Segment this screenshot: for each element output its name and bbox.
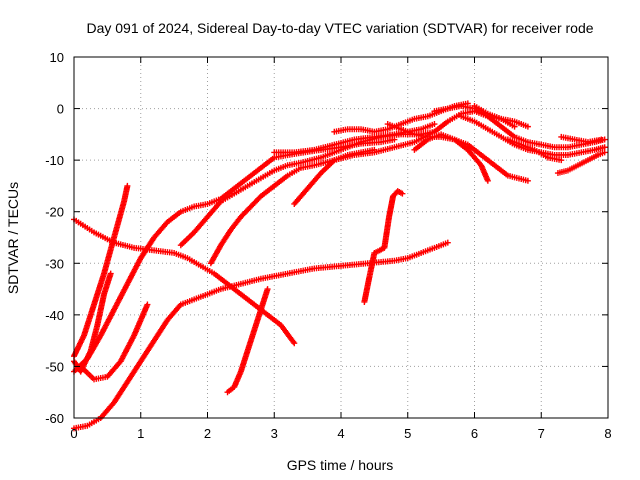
y-tick-label: -10 <box>45 153 64 168</box>
data-point <box>558 157 565 164</box>
data-point <box>524 177 531 184</box>
series-track-20 <box>554 149 608 177</box>
series-track-13 <box>361 188 406 305</box>
x-tick-label: 8 <box>604 426 611 441</box>
data-point <box>431 121 438 128</box>
x-tick-label: 1 <box>137 426 144 441</box>
series-track-09 <box>224 286 271 396</box>
data-point <box>124 182 131 189</box>
data-point <box>264 286 271 293</box>
data-point <box>444 239 451 246</box>
y-tick-label: 0 <box>57 102 64 117</box>
x-tick-label: 7 <box>538 426 545 441</box>
x-tick-label: 2 <box>204 426 211 441</box>
data-point <box>107 270 114 277</box>
series-track-05 <box>77 301 151 383</box>
series-track-03 <box>71 182 131 360</box>
series-track-18 <box>471 102 531 130</box>
y-tick-label: 10 <box>50 50 64 65</box>
series-track-19 <box>504 136 565 164</box>
grid <box>74 57 608 418</box>
y-tick-label: -60 <box>45 411 64 426</box>
data-point <box>144 301 151 308</box>
data-point <box>601 144 608 151</box>
x-tick-label: 5 <box>404 426 411 441</box>
data-point <box>524 123 531 130</box>
axis-ticks: 0 1 2 3 4 5 6 7 8 -60 -50 -40 -30 -20 -10 0 10 <box>45 50 611 441</box>
y-axis-label: SDTVAR / TECUs <box>5 182 21 294</box>
series-track-10 <box>291 146 378 207</box>
data-points <box>71 100 608 432</box>
series-track-11 <box>271 121 438 156</box>
y-tick-label: -40 <box>45 308 64 323</box>
data-point <box>291 340 298 347</box>
data-point <box>484 177 491 184</box>
y-tick-label: -50 <box>45 359 64 374</box>
series-track-21 <box>558 133 605 146</box>
series-track-15 <box>411 131 491 184</box>
data-point <box>598 136 605 143</box>
series-track-06 <box>71 136 398 375</box>
x-tick-label: 0 <box>70 426 77 441</box>
y-tick-label: -20 <box>45 205 64 220</box>
x-tick-label: 6 <box>471 426 478 441</box>
data-point <box>511 123 518 130</box>
x-axis-label: GPS time / hours <box>287 457 394 473</box>
data-point <box>399 190 406 197</box>
data-point <box>601 149 608 156</box>
series-track-02 <box>71 239 451 432</box>
data-point <box>371 146 378 153</box>
chart-title: Day 091 of 2024, Sidereal Day-to-day VTE… <box>86 20 593 36</box>
series-track-07 <box>177 128 438 249</box>
x-tick-label: 4 <box>337 426 344 441</box>
x-tick-label: 3 <box>271 426 278 441</box>
y-tick-label: -30 <box>45 256 64 271</box>
